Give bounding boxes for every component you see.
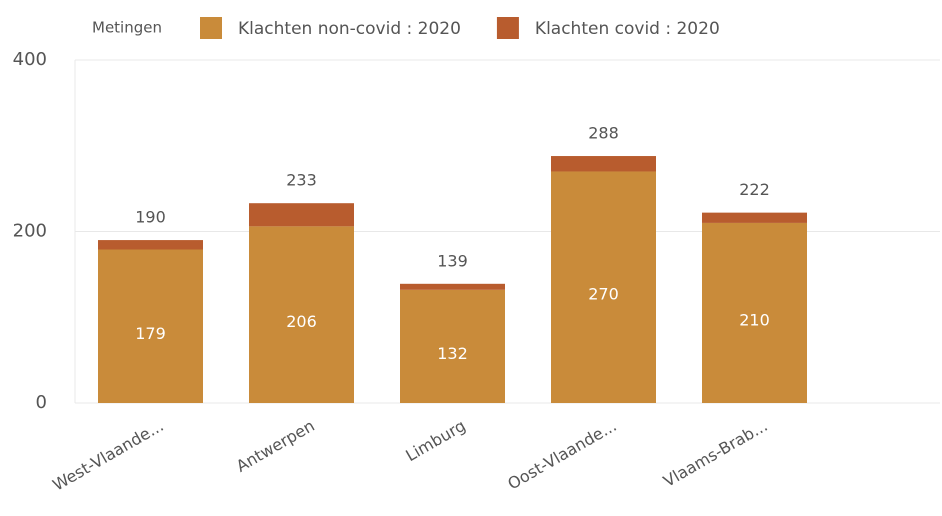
bar-value-label: 210 [739, 310, 770, 329]
bar-segment [400, 283, 505, 290]
legend-label: Klachten non-covid : 2020 [238, 19, 461, 39]
total-label: 288 [588, 124, 619, 143]
bar-segment [98, 240, 203, 250]
x-tick-label: Vlaams-Brab... [660, 416, 771, 491]
legend-swatch [200, 17, 222, 39]
legend-label: Klachten covid : 2020 [535, 19, 720, 39]
bar-segment [249, 203, 354, 227]
total-label: 222 [739, 180, 770, 199]
bar-value-label: 132 [437, 344, 468, 363]
x-tick-label: Antwerpen [233, 416, 318, 476]
total-label: 139 [437, 251, 468, 270]
bar-segment [551, 156, 656, 172]
bar-segment [702, 212, 807, 223]
bar-segment [249, 226, 354, 403]
bar-value-label: 179 [135, 324, 166, 343]
y-tick-label: 400 [13, 49, 47, 70]
bar-segment [98, 249, 203, 403]
x-tick-label: West-Vlaande... [49, 416, 166, 495]
total-label: 190 [135, 208, 166, 227]
bar-segment [551, 171, 656, 403]
bar-value-label: 206 [286, 312, 317, 331]
y-tick-label: 200 [13, 221, 47, 242]
y-tick-label: 0 [36, 392, 47, 413]
bar-segment [702, 222, 807, 403]
x-tick-label: Limburg [402, 416, 468, 465]
bar-segment [400, 289, 505, 403]
x-tick-label: Oost-Vlaande... [504, 416, 619, 494]
bar-value-label: 270 [588, 285, 619, 304]
legend-swatch [496, 17, 519, 39]
total-label: 233 [286, 171, 317, 190]
legend-title: Metingen [92, 19, 162, 37]
